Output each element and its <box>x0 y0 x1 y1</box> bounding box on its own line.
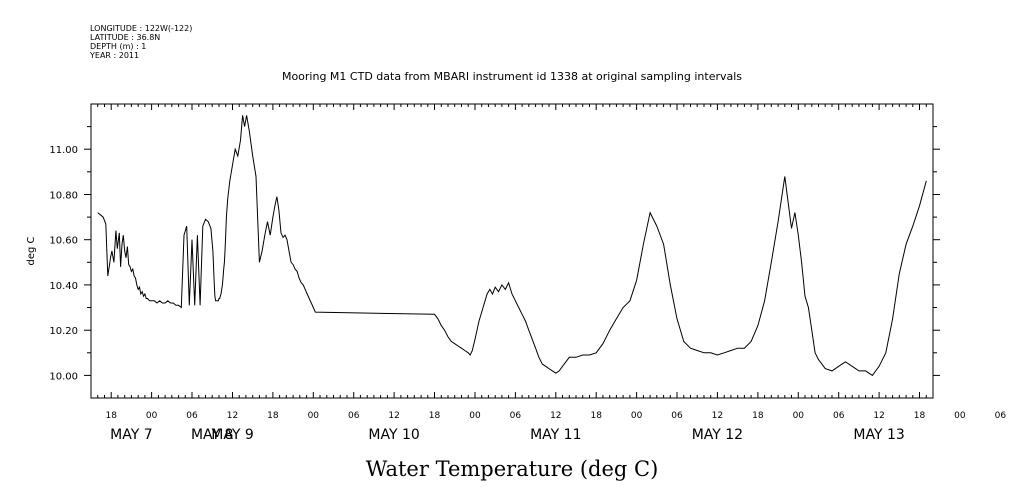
x-hour-tick-label: 00 <box>954 411 966 421</box>
x-hour-tick-label: 12 <box>227 411 238 421</box>
x-hour-tick-label: 18 <box>267 411 279 421</box>
x-day-label: MAY 9 <box>211 427 253 443</box>
metadata-year: YEAR : 2011 <box>89 51 139 60</box>
x-hour-tick-label: 18 <box>914 411 926 421</box>
x-hour-tick-label: 12 <box>873 411 884 421</box>
x-hour-tick-label: 00 <box>631 411 643 421</box>
metadata-depth: DEPTH (m) : 1 <box>90 42 146 51</box>
chart-title: Mooring M1 CTD data from MBARI instrumen… <box>282 70 742 83</box>
x-hour-labels: 18 00 06 12 18 00 06 12 18 00 06 12 18 00 06 12 18 00 06 12… <box>105 411 1007 421</box>
x-hour-tick-label: 18 <box>590 411 602 421</box>
x-hour-tick-label: 00 <box>469 411 481 421</box>
x-axis-label: Water Temperature (deg C) <box>366 457 659 481</box>
x-day-label: MAY 10 <box>368 427 419 443</box>
x-day-label: MAY 13 <box>853 427 904 443</box>
x-day-label: MAY 7 <box>110 427 152 443</box>
metadata-latitude: LATITUDE : 36.8N <box>90 33 160 42</box>
x-hour-tick-label: 18 <box>105 411 117 421</box>
x-day-label: MAY 11 <box>530 427 581 443</box>
x-hour-tick-label: 06 <box>671 411 683 421</box>
x-hour-tick-label: 06 <box>995 411 1007 421</box>
y-tick-label: 11.00 <box>49 145 78 156</box>
x-hour-tick-label: 06 <box>510 411 522 421</box>
y-axis-label: deg C <box>26 236 37 265</box>
y-tick-labels: 10.00 10.20 10.40 10.60 10.80 11.00 <box>49 145 78 382</box>
x-hour-tick-label: 06 <box>348 411 360 421</box>
x-hour-tick-label: 18 <box>429 411 441 421</box>
y-tick-label: 10.40 <box>49 281 78 292</box>
x-hour-tick-label: 12 <box>712 411 723 421</box>
y-tick-label: 10.20 <box>49 326 78 337</box>
metadata-block: LONGITUDE : 122W(-122) LATITUDE : 36.8N … <box>89 24 192 60</box>
x-hour-tick-label: 06 <box>186 411 198 421</box>
plot-frame <box>90 103 934 399</box>
x-day-label: MAY 12 <box>692 427 743 443</box>
x-hour-tick-label: 00 <box>308 411 320 421</box>
series-water-temperature-line <box>97 115 927 377</box>
x-hour-tick-label: 12 <box>388 411 399 421</box>
x-hour-tick-label: 00 <box>146 411 158 421</box>
x-hour-tick-label: 12 <box>550 411 561 421</box>
x-hour-tick-label: 00 <box>793 411 805 421</box>
x-hour-tick-label: 18 <box>752 411 764 421</box>
y-tick-label: 10.80 <box>49 191 78 202</box>
ticks-layer <box>84 104 940 398</box>
x-day-label: MAY 8 <box>191 427 233 443</box>
metadata-longitude: LONGITUDE : 122W(-122) <box>90 24 192 33</box>
y-tick-label: 10.00 <box>49 371 78 382</box>
y-tick-label: 10.60 <box>49 236 78 247</box>
x-hour-tick-label: 06 <box>833 411 845 421</box>
